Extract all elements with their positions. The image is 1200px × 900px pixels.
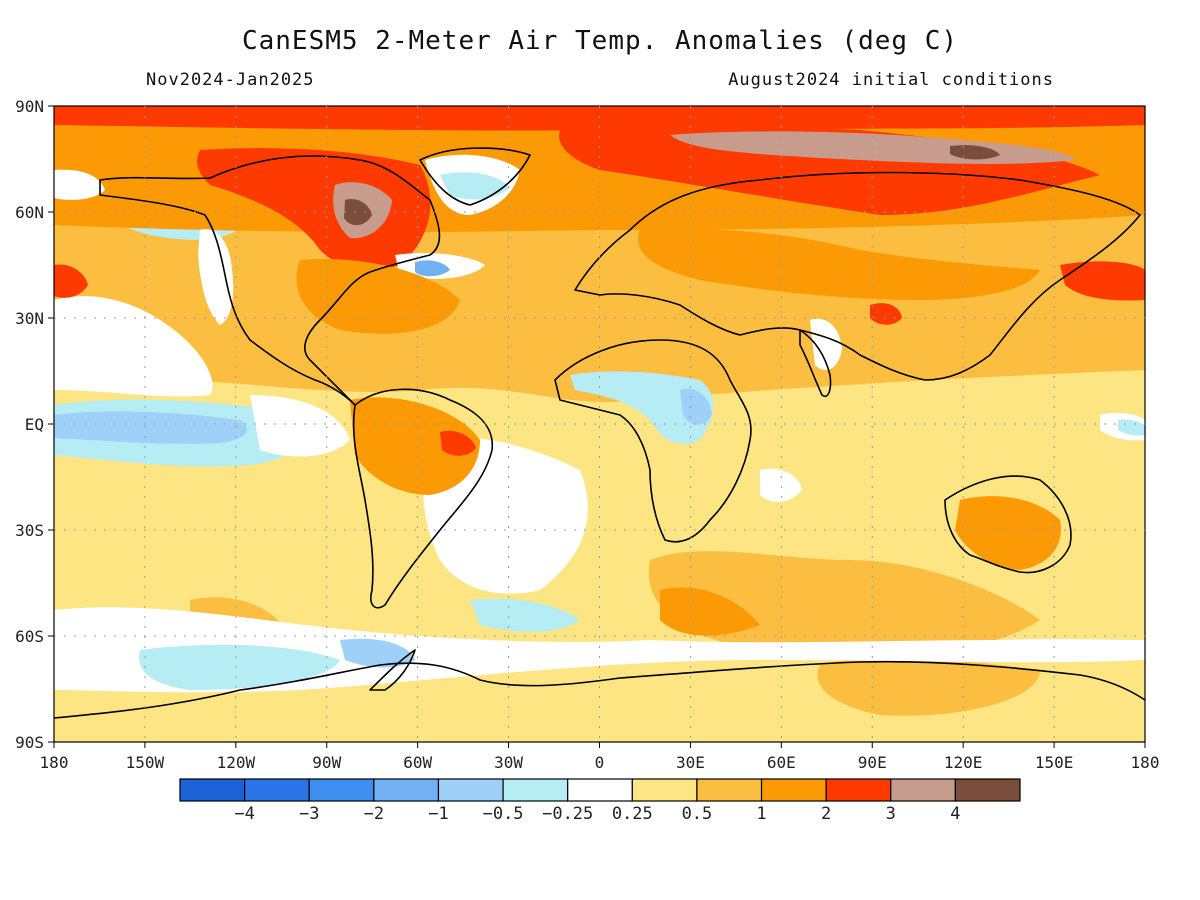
colorbar-swatch — [437, 778, 504, 802]
latitude-label: 60N — [15, 203, 44, 222]
colorbar-label: −0.5 — [483, 804, 524, 824]
anomaly-region — [54, 106, 1145, 131]
colorbar: −4 −3 −2 −1 −0.5 −0.25 0.25 0.5 1 2 3 4 — [179, 778, 1021, 824]
anomaly-region — [340, 638, 415, 668]
anomaly-region — [680, 388, 712, 425]
colorbar-swatch — [179, 778, 246, 802]
anomaly-region — [54, 296, 213, 397]
anomaly-region — [440, 172, 510, 200]
anomaly-region — [344, 199, 372, 226]
anomaly-region — [470, 598, 580, 632]
anomaly-region — [1060, 261, 1145, 301]
latitude-label: 30N — [15, 309, 44, 328]
anomaly-region — [54, 264, 88, 298]
anomaly-region — [198, 229, 234, 325]
longitude-label: 30E — [676, 753, 705, 772]
longitude-label: 0 — [595, 753, 605, 772]
anomaly-region — [955, 496, 1061, 570]
colorbar-label: 0.5 — [682, 804, 713, 824]
colorbar-swatch — [244, 778, 310, 802]
anomaly-region — [296, 259, 460, 334]
map-title: CanESM5 2-Meter Air Temp. Anomalies (deg… — [241, 26, 959, 56]
anomaly-region — [54, 169, 105, 200]
coastlines — [54, 147, 1145, 719]
colorbar-swatch — [760, 778, 827, 802]
longitude-label: 60W — [403, 753, 432, 772]
coastline-eurasia — [574, 171, 1141, 381]
longitude-label: 90W — [312, 753, 341, 772]
anomaly-region — [950, 145, 1000, 160]
latitude-label: 90S — [15, 733, 44, 752]
longitude-axis: 180 150W 120W 90W 60W 30W 0 30E 60E 90E 120E 150E 18… — [40, 742, 1160, 772]
longitude-label: 150W — [126, 753, 165, 772]
colorbar-swatch — [825, 778, 892, 802]
coastline-greenland — [419, 147, 531, 206]
coastline-antarctica — [54, 660, 1145, 719]
anomaly-region — [440, 430, 476, 456]
latitude-label: EQ — [25, 415, 44, 434]
forecast-period: Nov2024-Jan2025 — [146, 70, 315, 90]
anomaly-region — [760, 468, 802, 502]
longitude-label: 30W — [494, 753, 523, 772]
anomaly-region — [350, 397, 480, 495]
graticule — [54, 106, 1145, 742]
colorbar-label: −0.25 — [542, 804, 593, 824]
colorbar-swatch — [631, 778, 698, 802]
colorbar-swatch — [696, 778, 763, 802]
coastline-australia — [944, 475, 1072, 574]
colorbar-label: 4 — [950, 804, 960, 824]
colorbar-swatch — [373, 778, 440, 802]
coastline-antarctic-peninsula — [369, 649, 416, 691]
latitude-label: 60S — [15, 627, 44, 646]
anomaly-region — [817, 657, 1040, 716]
longitude-label: 150E — [1035, 753, 1074, 772]
anomaly-region — [54, 411, 248, 444]
colorbar-label: 3 — [886, 804, 896, 824]
anomaly-region — [870, 303, 902, 325]
initial-conditions: August2024 initial conditions — [728, 70, 1054, 90]
latitude-label: 90N — [15, 97, 44, 116]
colorbar-label: 1 — [756, 804, 766, 824]
anomaly-region — [250, 395, 350, 457]
longitude-label: 120W — [217, 753, 256, 772]
longitude-label: 180 — [40, 753, 69, 772]
colorbar-label: −1 — [428, 804, 448, 824]
anomaly-region — [415, 260, 450, 277]
colorbar-swatch — [890, 778, 956, 802]
coastline-south-america — [352, 388, 493, 609]
coastline-africa — [554, 339, 752, 543]
colorbar-swatch — [954, 778, 1021, 802]
latitude-label: 30S — [15, 521, 44, 540]
map-panel — [54, 106, 1145, 742]
colorbar-label: 2 — [821, 804, 831, 824]
anomaly-region — [660, 587, 760, 636]
anomaly-region — [197, 148, 431, 270]
coastline-north-america — [99, 155, 441, 406]
longitude-label: 120E — [944, 753, 983, 772]
colorbar-swatch — [567, 778, 633, 802]
anomaly-region — [139, 644, 340, 690]
colorbar-label: −2 — [364, 804, 384, 824]
colorbar-swatch — [308, 778, 375, 802]
latitude-axis: 90N 60N 30N EQ 30S 60S 90S — [15, 97, 54, 752]
coastline-india — [799, 329, 832, 397]
longitude-label: 60E — [767, 753, 796, 772]
anomaly-region — [810, 318, 842, 370]
longitude-label: 90E — [858, 753, 887, 772]
colorbar-label: 0.25 — [612, 804, 653, 824]
anomaly-region — [570, 371, 714, 444]
anomaly-region — [638, 228, 1040, 300]
colorbar-label: −4 — [234, 804, 254, 824]
colorbar-label: −3 — [299, 804, 319, 824]
colorbar-swatch — [502, 778, 569, 802]
longitude-label: 180 — [1131, 753, 1160, 772]
